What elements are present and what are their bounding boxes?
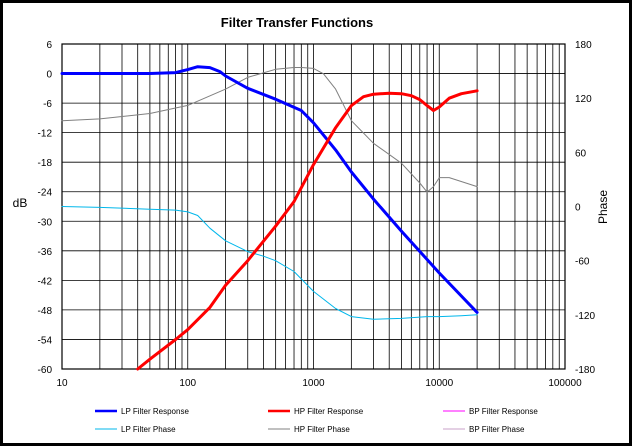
- y2-tick-label: 0: [575, 203, 581, 214]
- y-tick-label: -6: [43, 99, 52, 110]
- y2-tick-label: 180: [575, 40, 592, 51]
- y-tick-label: 6: [46, 40, 52, 51]
- y2-tick-label: -60: [575, 257, 590, 268]
- y-axis-label: dB: [13, 196, 28, 210]
- y-tick-label: 0: [46, 70, 52, 81]
- y-tick-label: -36: [38, 247, 53, 258]
- y-tick-label: -30: [38, 217, 53, 228]
- series-line-lp-filter-phase: [61, 206, 478, 320]
- y-tick-label: -48: [38, 306, 53, 317]
- y-tick-label: -12: [38, 129, 53, 140]
- x-tick-label: 10: [56, 378, 68, 389]
- series-line-hp-filter-phase: [61, 67, 478, 193]
- y-tick-label: -54: [38, 335, 53, 346]
- legend-label-lp-filter-phase: LP Filter Phase: [121, 425, 176, 434]
- grid: [61, 43, 565, 370]
- y2-tick-label: -120: [575, 311, 595, 322]
- y2-tick-label: -180: [575, 365, 595, 376]
- y2-axis-label: Phase: [596, 190, 610, 224]
- x-tick-label: 1000: [302, 378, 325, 389]
- y2-tick-label: 60: [575, 148, 587, 159]
- legend-label-hp-filter-phase: HP Filter Phase: [294, 425, 350, 434]
- legend-label-lp-filter-response: LP Filter Response: [121, 407, 189, 416]
- legend-label-bp-filter-response: BP Filter Response: [469, 407, 538, 416]
- y-tick-label: -60: [38, 365, 53, 376]
- series-line-hp-filter-response: [136, 89, 479, 371]
- series-line-lp-filter-response: [60, 65, 479, 314]
- y-tick-label: -18: [38, 158, 53, 169]
- y-tick-label: -42: [38, 276, 53, 287]
- y-tick-label: -24: [38, 188, 53, 199]
- series-lines: [60, 65, 479, 371]
- y2-tick-label: 120: [575, 94, 592, 105]
- tick-labels: 10 100 1000 10000 10000060-6-12-18-24-30-36-…: [38, 40, 596, 389]
- x-tick-label: 100: [179, 378, 196, 389]
- x-tick-label: 100000: [548, 378, 582, 389]
- chart-title: Filter Transfer Functions: [221, 15, 373, 30]
- legend-label-hp-filter-response: HP Filter Response: [294, 407, 364, 416]
- x-tick-label: 10000: [425, 378, 453, 389]
- legend: LP Filter Response HP Filter Response BP F…: [95, 407, 538, 434]
- legend-label-bp-filter-phase: BP Filter Phase: [469, 425, 525, 434]
